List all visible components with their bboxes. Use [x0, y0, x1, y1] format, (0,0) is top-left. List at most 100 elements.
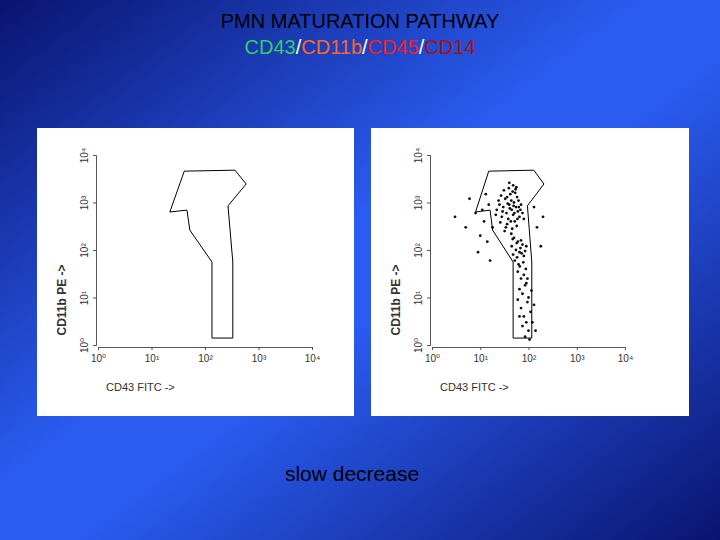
event-point — [513, 220, 516, 223]
event-point — [486, 240, 489, 243]
x-tick-mark — [98, 347, 99, 350]
event-point — [520, 203, 523, 206]
y-tick-label: 10⁴ — [79, 148, 90, 163]
y-tick-mark — [93, 250, 96, 251]
x-tick-label: 10⁰ — [425, 353, 440, 364]
gate-polygon — [476, 170, 544, 338]
event-point — [536, 226, 539, 229]
y-axis-line — [93, 156, 97, 346]
y-tick-mark — [427, 298, 430, 299]
event-point — [483, 220, 486, 223]
y-tick: 10¹ — [413, 290, 430, 305]
x-tick-mark — [312, 347, 313, 350]
x-tick-mark — [577, 347, 578, 350]
y-tick: 10⁴ — [79, 148, 96, 163]
x-tick-mark — [259, 347, 260, 350]
x-tick-label: 10⁰ — [91, 353, 106, 364]
event-point — [503, 189, 506, 192]
event-point — [527, 296, 530, 299]
event-point — [515, 249, 518, 252]
x-tick-mark — [529, 347, 530, 350]
event-point — [534, 329, 537, 332]
event-point — [521, 243, 524, 246]
event-point — [533, 206, 536, 209]
event-point — [484, 193, 487, 196]
x-tick-label: 10² — [522, 353, 537, 364]
event-point — [477, 251, 480, 254]
caption: slow decrease — [285, 462, 419, 485]
event-point — [509, 220, 512, 223]
plot-area — [454, 170, 545, 341]
y-tick-mark — [93, 298, 96, 299]
event-point — [518, 265, 521, 268]
event-point — [519, 208, 522, 211]
event-point — [506, 223, 509, 226]
chart-panel: 10⁰10¹10²10³10⁴10⁰10¹10²10³10⁴CD43 FITC … — [37, 128, 354, 416]
event-point — [513, 212, 516, 215]
event-point — [521, 325, 524, 328]
y-tick: 10³ — [413, 195, 430, 210]
y-tick-label: 10² — [413, 243, 424, 258]
event-point — [518, 215, 521, 218]
event-point — [542, 215, 545, 218]
subtitle-part: CD45 — [368, 36, 419, 58]
event-point — [497, 199, 500, 202]
event-point — [525, 245, 528, 248]
x-tick-mark — [432, 347, 433, 350]
event-point — [464, 226, 467, 229]
event-point — [512, 204, 515, 207]
y-tick-mark — [427, 250, 430, 251]
y-axis-line — [427, 156, 431, 346]
event-point — [516, 218, 519, 221]
event-point — [520, 307, 523, 310]
event-point — [512, 253, 515, 256]
event-point — [520, 277, 523, 280]
event-point — [499, 221, 502, 224]
x-tick: 10⁰ — [91, 347, 106, 364]
event-point — [508, 207, 511, 210]
y-tick-label: 10⁰ — [413, 338, 424, 353]
y-tick-label: 10³ — [413, 195, 424, 210]
y-tick-label: 10¹ — [413, 290, 424, 305]
background — [0, 0, 720, 540]
x-tick-mark — [205, 347, 206, 350]
y-tick: 10² — [79, 243, 96, 258]
event-point — [533, 303, 536, 306]
event-point — [516, 256, 519, 259]
event-point — [516, 298, 519, 301]
x-axis-label: CD43 FITC -> — [106, 381, 175, 393]
x-tick-label: 10³ — [570, 353, 585, 364]
y-tick: 10³ — [79, 195, 96, 210]
event-point — [519, 247, 522, 250]
event-point — [515, 225, 518, 228]
event-point — [501, 210, 504, 213]
y-axis: 10⁰10¹10²10³10⁴ — [79, 148, 97, 353]
event-point — [495, 208, 498, 211]
event-point — [522, 261, 525, 264]
x-tick-label: 10¹ — [474, 353, 489, 364]
x-tick-mark — [152, 347, 153, 350]
event-point — [517, 199, 520, 202]
event-point — [511, 227, 514, 230]
subtitle-part: CD14 — [424, 36, 475, 58]
event-point — [502, 206, 505, 209]
x-tick: 10³ — [252, 347, 267, 364]
event-point — [479, 234, 482, 237]
event-point — [511, 190, 514, 193]
x-axis-line — [433, 348, 626, 351]
event-point — [515, 206, 518, 209]
event-point — [527, 329, 530, 332]
x-tick: 10¹ — [474, 347, 489, 364]
x-tick-label: 10² — [198, 353, 213, 364]
x-tick-mark — [625, 347, 626, 350]
event-point — [518, 315, 521, 318]
event-point — [522, 273, 525, 276]
event-point — [522, 218, 525, 221]
y-tick-label: 10³ — [79, 195, 90, 210]
event-point — [516, 196, 519, 199]
event-point — [500, 215, 503, 218]
panel-background — [37, 128, 354, 416]
event-point — [520, 239, 523, 242]
event-point — [512, 184, 515, 187]
x-tick-label: 10⁴ — [305, 353, 320, 364]
